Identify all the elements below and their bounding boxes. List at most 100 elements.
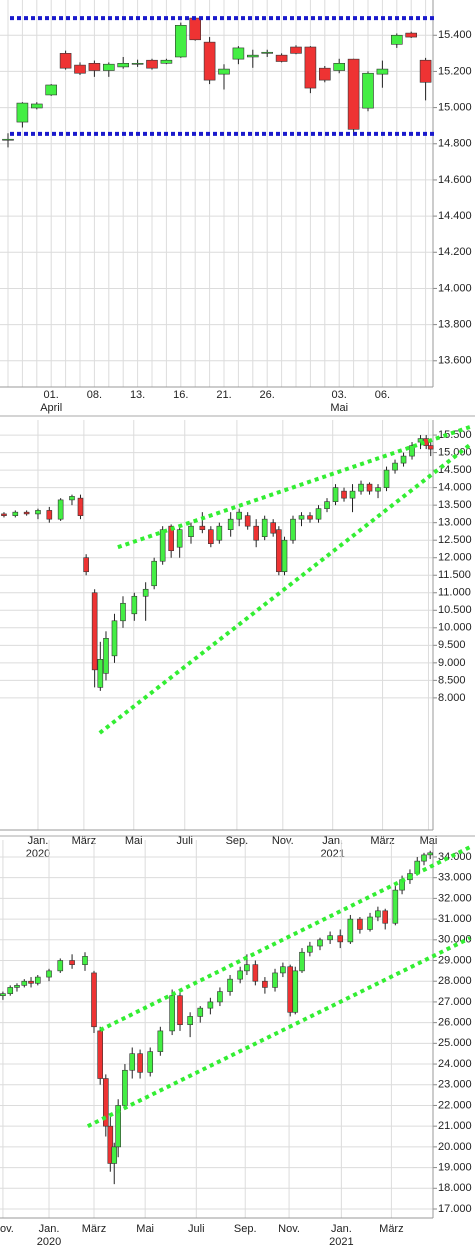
y-tick-label: 15.200: [438, 65, 472, 77]
candle-body: [146, 59, 158, 69]
x-month-label: Mai: [330, 402, 348, 414]
y-tick-label: 14.800: [438, 138, 472, 150]
y-tick-label: 8.500: [438, 674, 466, 686]
candle-body: [347, 58, 360, 130]
candle-body: [358, 483, 364, 492]
x-tick-label: Mai: [136, 1223, 154, 1235]
candle-body: [333, 62, 346, 71]
candle-body: [382, 910, 389, 924]
y-tick-label: 15.000: [438, 446, 472, 458]
candle-body: [59, 53, 72, 69]
x-tick-label: März: [82, 1223, 106, 1235]
y-tick-label: 12.000: [438, 552, 472, 564]
candle-body: [347, 918, 354, 943]
y-tick-label: 13.800: [438, 319, 472, 331]
candle-body: [69, 496, 75, 501]
candle-body: [236, 511, 242, 520]
y-tick-label: 29.000: [438, 954, 472, 966]
candle-body: [97, 1030, 103, 1079]
candle-body: [175, 25, 187, 58]
candle-body: [46, 510, 53, 520]
x-tick-label: Jan.: [331, 1223, 352, 1235]
candle-body: [383, 469, 390, 488]
x-year-label: 2020: [26, 848, 50, 860]
candle-body: [111, 1146, 118, 1164]
y-tick-label: 19.000: [438, 1161, 472, 1173]
candle-body: [392, 462, 398, 471]
candle-body: [115, 1105, 121, 1148]
x-tick-label: 08.: [87, 389, 102, 401]
candle-body: [298, 515, 305, 520]
y-tick-label: 22.000: [438, 1099, 472, 1111]
candle-body: [253, 525, 259, 541]
y-tick-label: 14.200: [438, 246, 472, 258]
candle-body: [82, 956, 88, 965]
candle-body: [91, 972, 97, 1028]
x-tick-label: 01.: [44, 389, 59, 401]
candle-body: [83, 557, 89, 573]
x-month-label: April: [40, 402, 62, 414]
candle-body: [244, 964, 250, 972]
candle-body: [400, 455, 407, 464]
candle-body: [304, 46, 317, 89]
candle-body: [337, 935, 344, 943]
y-tick-label: 14.000: [438, 482, 472, 494]
candle-body: [261, 51, 274, 54]
candle-body: [14, 985, 20, 988]
x-tick-label: Jan.: [28, 835, 49, 847]
candle-body: [349, 490, 356, 499]
candle-body: [244, 515, 251, 527]
x-tick-label: 13.: [130, 389, 145, 401]
candle-body: [290, 46, 302, 54]
candle-body: [324, 501, 330, 509]
x-tick-label: 21.: [216, 389, 231, 401]
candle-body: [217, 991, 223, 1003]
candle-body: [57, 960, 64, 972]
candle-body: [237, 970, 243, 980]
candle-body: [375, 910, 381, 918]
candle-body: [57, 499, 64, 520]
x-tick-label: Sep.: [234, 1223, 257, 1235]
y-tick-label: 14.400: [438, 210, 472, 222]
y-tick-label: 31.000: [438, 913, 472, 925]
candle-body: [362, 72, 374, 109]
trend-line: [117, 425, 471, 550]
candle-body: [207, 1001, 214, 1009]
y-tick-label: 15.000: [438, 102, 472, 114]
candle-body: [16, 102, 29, 123]
candle-body: [0, 993, 6, 997]
x-tick-label: 26.: [260, 389, 275, 401]
y-tick-label: 24.000: [438, 1058, 472, 1070]
candle-body: [275, 54, 288, 62]
y-tick-label: 32.000: [438, 892, 472, 904]
candle-body: [97, 659, 104, 688]
candle-body: [1, 513, 7, 516]
y-tick-label: 15.400: [438, 29, 472, 41]
candle-body: [12, 511, 19, 516]
candle-body: [129, 1053, 136, 1071]
candle-body: [270, 522, 276, 534]
candle-body: [419, 59, 432, 83]
x-tick-label: 06.: [375, 389, 390, 401]
y-tick-label: 13.500: [438, 499, 472, 511]
candle-body: [227, 978, 233, 992]
y-tick-label: 8.000: [438, 692, 466, 704]
candle-body: [427, 445, 434, 450]
candle-body: [137, 1053, 143, 1073]
candle-body: [332, 487, 339, 502]
candle-body: [45, 84, 58, 96]
x-tick-label: Nov.: [272, 835, 294, 847]
x-tick-label: Juli: [177, 835, 194, 847]
candle-body: [227, 518, 234, 530]
y-tick-label: 27.000: [438, 996, 472, 1008]
candle-body: [23, 511, 30, 515]
candle-body: [157, 1030, 164, 1052]
y-tick-label: 17.000: [438, 1203, 472, 1215]
candle-body: [307, 945, 313, 953]
candle-body: [91, 592, 98, 671]
x-tick-label: ov.: [0, 1223, 14, 1235]
candle-body: [142, 588, 149, 597]
candle-body: [392, 889, 399, 924]
